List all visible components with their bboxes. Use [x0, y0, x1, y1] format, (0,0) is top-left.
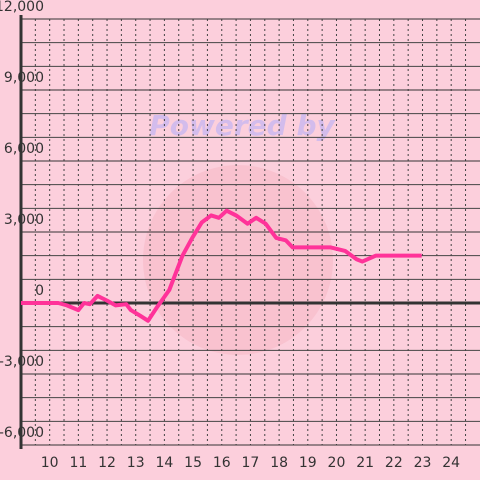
- y-tick-label: 6,000: [4, 141, 44, 157]
- line-series: [21, 208, 422, 323]
- y-tick-label: 0: [35, 283, 44, 299]
- x-tick-label: 13: [127, 455, 145, 471]
- x-tick-label: 16: [213, 455, 231, 471]
- watermark-image: [143, 165, 333, 355]
- x-tick-label: 11: [69, 455, 87, 471]
- x-tick-label: 18: [270, 455, 288, 471]
- watermark: Powered by: [149, 109, 336, 142]
- x-tick-label: 23: [414, 455, 432, 471]
- x-tick-label: 10: [41, 455, 59, 471]
- x-tick-label: 22: [385, 455, 403, 471]
- x-tick-label: 14: [155, 455, 173, 471]
- x-tick-label: 19: [299, 455, 317, 471]
- x-tick-label: 24: [442, 455, 460, 471]
- x-tick-label: 15: [184, 455, 202, 471]
- x-tick-label: 20: [328, 455, 346, 471]
- y-tick-label: 3,000: [4, 212, 44, 228]
- y-tick-label: 9,000: [4, 70, 44, 86]
- x-tick-label: 12: [98, 455, 116, 471]
- x-tick-label: 21: [356, 455, 374, 471]
- x-tick-label: 17: [242, 455, 260, 471]
- y-tick-label: 12,000: [0, 0, 44, 15]
